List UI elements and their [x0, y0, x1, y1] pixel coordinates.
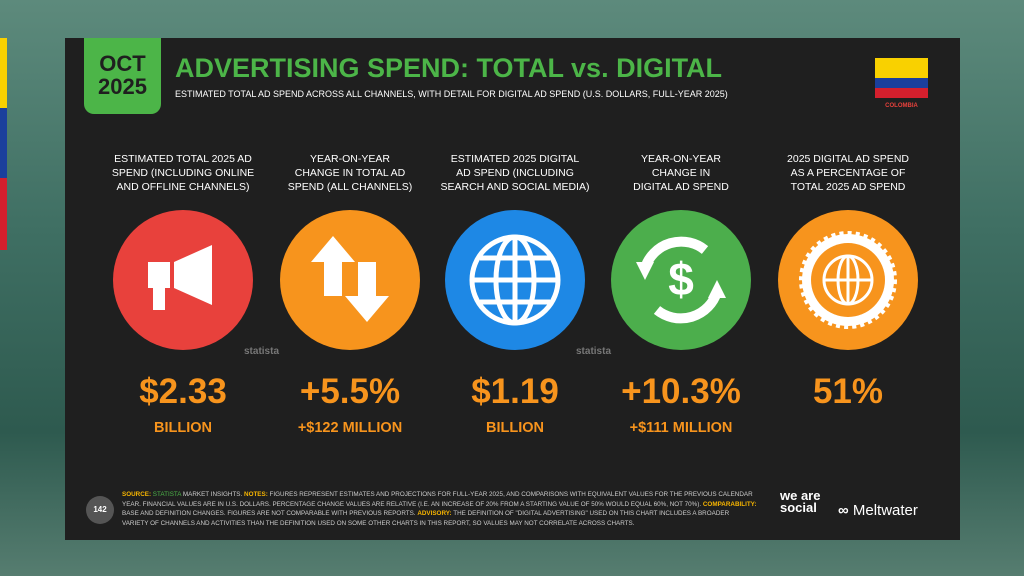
label-line: DIGITAL AD SPEND	[633, 181, 729, 193]
source-text: MARKET INSIGHTS.	[181, 491, 245, 498]
value: $1.19	[471, 372, 559, 411]
country: COLOMBIA	[885, 103, 918, 109]
label-line: AD SPEND (INCLUDING	[456, 167, 574, 179]
unit: +$111 MILLION	[629, 420, 733, 436]
logo-meltwater-text: Meltwater	[852, 502, 918, 519]
page-number: 142	[93, 505, 107, 514]
badge-year: 2025	[98, 74, 147, 99]
footnote: SOURCE: STATISTA MARKET INSIGHTS. NOTES:…	[122, 490, 757, 528]
logo-we-are-social: we are social	[780, 488, 821, 515]
label-line: SPEND (INCLUDING ONLINE	[111, 167, 255, 179]
comparability-label: COMPARABILITY:	[702, 500, 757, 508]
notes-text: FIGURES REPRESENT ESTIMATES AND PROJECTI…	[122, 491, 753, 508]
source-label: SOURCE:	[122, 491, 152, 498]
flag-strip	[0, 178, 7, 250]
notes-label: NOTES:	[244, 491, 268, 498]
label-line: AS A PERCENTAGE OF	[790, 167, 906, 179]
flag-strip	[0, 108, 7, 178]
label-line: AND OFFLINE CHANNELS)	[116, 181, 250, 193]
label-line: YEAR-ON-YEAR	[641, 153, 721, 165]
unit: BILLION	[486, 420, 544, 436]
column-label: ESTIMATED TOTAL 2025 AD SPEND (INCLUDING …	[98, 152, 268, 194]
icon-dollar-cycle: $	[611, 210, 751, 350]
column-label: YEAR-ON-YEAR CHANGE IN TOTAL AD SPEND (ALL…	[265, 152, 435, 194]
label-line: SPEND (ALL CHANNELS)	[287, 181, 413, 193]
label-line: TOTAL 2025 AD SPEND	[790, 181, 906, 193]
column-label: ESTIMATED 2025 DIGITAL AD SPEND (INCLUDIN…	[430, 152, 600, 194]
logo-meltwater: ∞ Meltwater	[838, 502, 918, 519]
value: +10.3%	[621, 372, 741, 411]
unit: +$122 MILLION	[297, 420, 403, 436]
label-line: ESTIMATED TOTAL 2025 AD	[114, 153, 252, 165]
column-label: YEAR-ON-YEAR CHANGE IN DIGITAL AD SPEND	[596, 152, 766, 194]
svg-text:$: $	[668, 253, 694, 305]
label-line: SEARCH AND SOCIAL MEDIA)	[440, 181, 590, 193]
icon-megaphone	[113, 210, 253, 350]
column-label: 2025 DIGITAL AD SPEND AS A PERCENTAGE OF T…	[763, 152, 933, 194]
advisory-label: ADVISORY:	[417, 510, 452, 517]
label-line: ESTIMATED 2025 DIGITAL	[450, 153, 580, 165]
value: $2.33	[139, 372, 227, 411]
value: +5.5%	[299, 372, 401, 411]
title: ADVERTISING SPEND: TOTAL vs. DIGITAL	[175, 53, 723, 83]
flag-strip	[0, 38, 7, 108]
source-name: STATISTA	[152, 491, 182, 498]
label-line: CHANGE IN	[651, 167, 711, 179]
comparability-text: BASE AND DEFINITION CHANGES. FIGURES ARE…	[122, 510, 418, 517]
watermark: statista	[244, 346, 280, 357]
label-line: 2025 DIGITAL AD SPEND	[787, 153, 909, 165]
icon-badge-globe	[778, 210, 918, 350]
label-line: CHANGE IN TOTAL AD	[294, 167, 406, 179]
subtitle: ESTIMATED TOTAL AD SPEND ACROSS ALL CHAN…	[175, 89, 728, 99]
watermark: statista	[576, 346, 612, 357]
icon-globe	[445, 210, 585, 350]
label-line: YEAR-ON-YEAR	[310, 153, 390, 165]
value: 51%	[812, 372, 884, 411]
advisory-text: THE DEFINITION OF "DIGITAL ADVERTISING" …	[122, 510, 730, 527]
icon-arrows	[280, 210, 420, 350]
badge-month: OCT	[99, 51, 146, 76]
page-badge	[86, 496, 114, 524]
date-badge: OCT 2025	[84, 38, 161, 114]
flag	[875, 58, 928, 98]
unit: BILLION	[154, 420, 212, 436]
